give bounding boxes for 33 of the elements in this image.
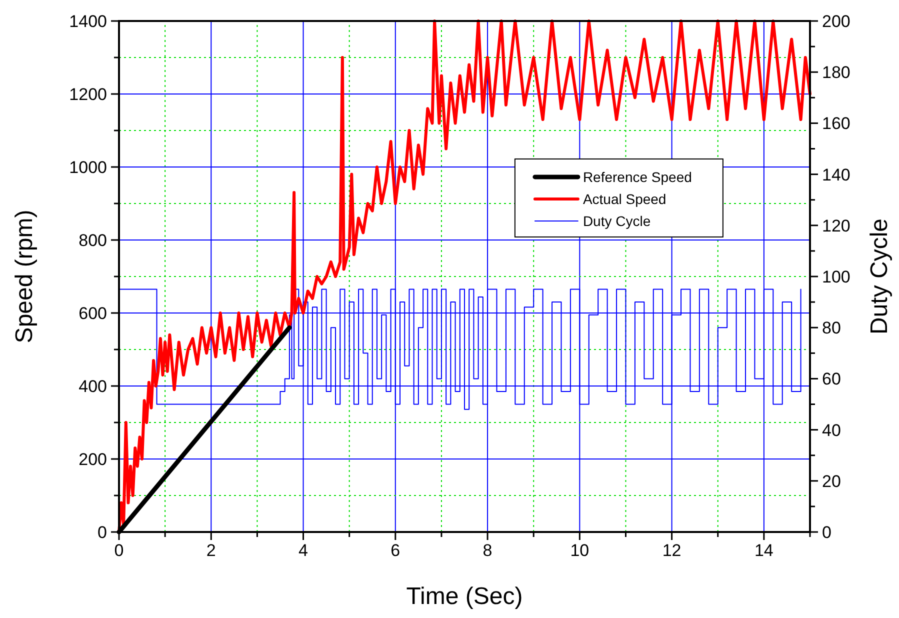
y2-tick-label: 200 — [822, 12, 850, 31]
y2-axis-title: Duty Cycle — [866, 218, 893, 335]
y-tick-label: 1000 — [69, 158, 107, 177]
y-axis-title: Speed (rpm) — [11, 210, 38, 344]
x-axis-title: Time (Sec) — [406, 583, 523, 610]
y2-tick-label: 40 — [822, 420, 841, 440]
y-tick-label: 1200 — [69, 85, 107, 104]
y2-tick-label: 20 — [822, 472, 841, 491]
y-tick-label: 1400 — [69, 12, 107, 31]
y2-tick-label: 0 — [822, 523, 832, 542]
x-tick-label: 4 — [298, 541, 308, 560]
y2-tick-label: 160 — [822, 114, 850, 134]
x-tick-label: 14 — [754, 541, 774, 560]
y-tick-label: 600 — [78, 304, 107, 323]
legend-label: Duty Cycle — [582, 212, 651, 229]
x-tick-label: 0 — [114, 541, 124, 560]
y-tick-label: 800 — [78, 231, 107, 250]
x-tick-label: 2 — [206, 541, 216, 560]
x-tick-label: 6 — [390, 541, 400, 560]
y-tick-label: 400 — [78, 377, 107, 396]
y2-tick-label: 80 — [822, 318, 841, 338]
x-tick-label: 10 — [570, 541, 590, 560]
y-tick-label: 0 — [98, 523, 107, 542]
y2-tick-label: 180 — [822, 63, 850, 82]
y2-tick-label: 120 — [822, 216, 850, 236]
legend-label: Reference Speed — [582, 168, 692, 185]
legend-label: Actual Speed — [582, 190, 666, 207]
y-tick-label: 200 — [78, 450, 107, 469]
y2-tick-label: 60 — [822, 370, 841, 389]
y2-tick-label: 100 — [822, 268, 850, 286]
y2-tick-label: 140 — [822, 165, 850, 184]
x-tick-label: 12 — [662, 541, 682, 560]
x-tick-label: 8 — [482, 541, 492, 560]
